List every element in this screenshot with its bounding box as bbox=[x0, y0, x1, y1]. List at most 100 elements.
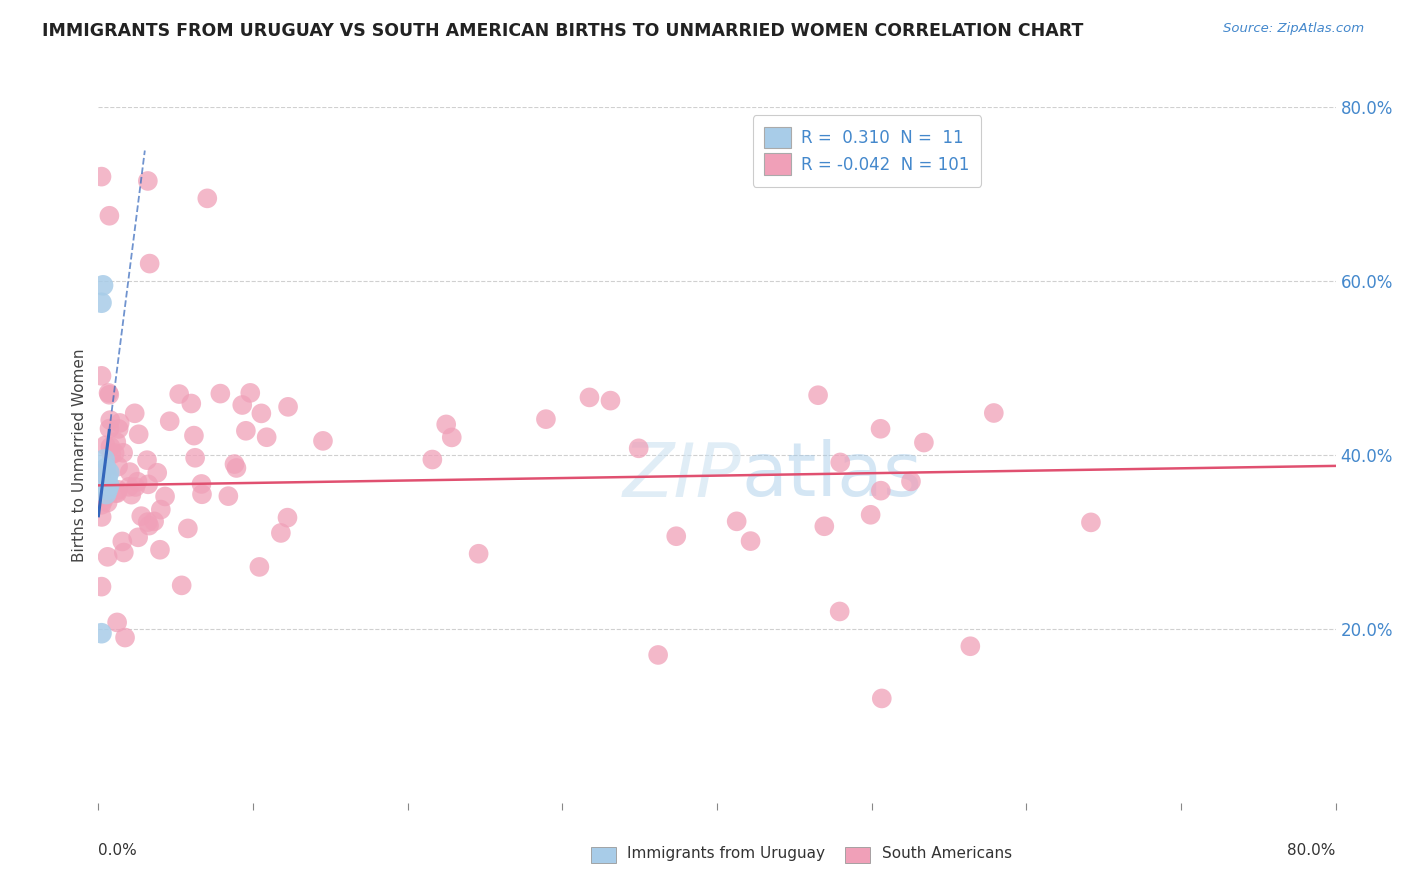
Point bbox=[111, 534, 134, 549]
Point bbox=[190, 477, 212, 491]
Point bbox=[209, 386, 232, 401]
Point bbox=[98, 466, 121, 480]
Point bbox=[98, 422, 121, 436]
Point bbox=[98, 209, 121, 223]
Point bbox=[647, 648, 669, 662]
Point bbox=[100, 440, 122, 454]
Point bbox=[167, 387, 190, 401]
Point bbox=[195, 191, 218, 205]
Point bbox=[149, 502, 172, 516]
Point bbox=[231, 398, 253, 412]
Legend: R =  0.310  N =  11, R = -0.042  N = 101: R = 0.310 N = 11, R = -0.042 N = 101 bbox=[752, 115, 981, 186]
Point bbox=[93, 474, 115, 488]
Point bbox=[104, 486, 127, 500]
Point bbox=[91, 467, 114, 481]
Point bbox=[912, 435, 935, 450]
Point bbox=[105, 435, 128, 450]
Point bbox=[256, 430, 278, 444]
Point bbox=[104, 446, 127, 460]
Point bbox=[153, 490, 176, 504]
Point bbox=[247, 560, 270, 574]
Point bbox=[107, 459, 129, 474]
Text: ZIP: ZIP bbox=[623, 440, 742, 512]
Point bbox=[170, 578, 193, 592]
Point bbox=[870, 691, 893, 706]
Point bbox=[138, 518, 160, 533]
Point bbox=[136, 174, 159, 188]
Point bbox=[578, 391, 600, 405]
Point bbox=[93, 490, 115, 504]
Point bbox=[250, 406, 273, 420]
Point bbox=[191, 487, 214, 501]
Point bbox=[217, 489, 239, 503]
Point bbox=[136, 453, 159, 467]
Point bbox=[124, 480, 146, 494]
Point bbox=[959, 639, 981, 653]
Point bbox=[107, 422, 129, 436]
Point bbox=[859, 508, 882, 522]
Point bbox=[1080, 516, 1102, 530]
Point bbox=[434, 417, 457, 432]
Text: Source: ZipAtlas.com: Source: ZipAtlas.com bbox=[1223, 22, 1364, 36]
Point bbox=[105, 486, 128, 500]
Point bbox=[90, 169, 112, 184]
Point bbox=[128, 427, 150, 442]
Point bbox=[90, 626, 112, 640]
Point bbox=[277, 400, 299, 414]
Point bbox=[177, 521, 200, 535]
Point bbox=[740, 534, 762, 549]
Point bbox=[129, 509, 152, 524]
Point bbox=[422, 452, 444, 467]
Point bbox=[93, 493, 115, 508]
Point bbox=[725, 514, 748, 528]
Point bbox=[90, 510, 112, 524]
Point bbox=[94, 438, 117, 452]
Text: South Americans: South Americans bbox=[882, 847, 1012, 861]
Point bbox=[184, 450, 207, 465]
Point bbox=[138, 256, 160, 270]
Point bbox=[665, 529, 688, 543]
Point bbox=[127, 530, 149, 544]
Point bbox=[149, 542, 172, 557]
Point bbox=[120, 488, 142, 502]
Point bbox=[869, 422, 891, 436]
Point bbox=[467, 547, 489, 561]
Point bbox=[90, 580, 112, 594]
Point bbox=[98, 388, 121, 402]
Point bbox=[90, 295, 112, 310]
Point bbox=[97, 495, 120, 509]
Point bbox=[90, 368, 112, 383]
Point bbox=[96, 461, 118, 475]
Point bbox=[112, 545, 135, 559]
Text: 0.0%: 0.0% bbox=[98, 843, 138, 858]
Point bbox=[118, 465, 141, 479]
Point bbox=[97, 386, 120, 401]
Text: 80.0%: 80.0% bbox=[1288, 843, 1336, 858]
Point bbox=[983, 406, 1005, 420]
Point bbox=[97, 549, 120, 564]
Text: atlas: atlas bbox=[742, 439, 922, 512]
Point bbox=[239, 385, 262, 400]
Point bbox=[107, 483, 129, 497]
Point bbox=[813, 519, 835, 533]
Point bbox=[127, 475, 149, 489]
Point bbox=[900, 475, 922, 489]
Point bbox=[136, 477, 159, 491]
Text: IMMIGRANTS FROM URUGUAY VS SOUTH AMERICAN BIRTHS TO UNMARRIED WOMEN CORRELATION : IMMIGRANTS FROM URUGUAY VS SOUTH AMERICA… bbox=[42, 22, 1084, 40]
Point bbox=[91, 278, 114, 293]
Y-axis label: Births to Unmarried Women: Births to Unmarried Women bbox=[72, 348, 87, 562]
Point bbox=[143, 514, 166, 528]
Point bbox=[440, 430, 463, 444]
Point bbox=[180, 396, 202, 410]
Point bbox=[93, 452, 115, 467]
Point bbox=[98, 413, 121, 427]
Point bbox=[276, 510, 298, 524]
Point bbox=[98, 478, 121, 492]
Point bbox=[235, 424, 257, 438]
Point bbox=[100, 448, 122, 462]
Point bbox=[159, 414, 181, 428]
Point bbox=[224, 457, 246, 471]
Point bbox=[312, 434, 335, 448]
Point bbox=[118, 480, 141, 494]
Point bbox=[124, 406, 146, 420]
